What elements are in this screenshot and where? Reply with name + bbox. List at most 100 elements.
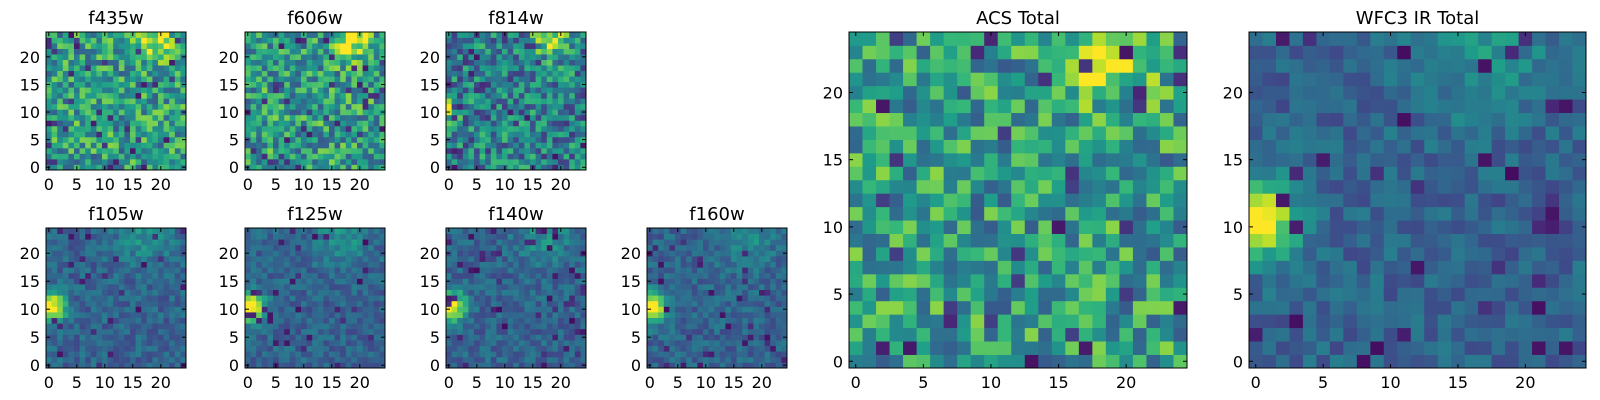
heatmap-cell bbox=[451, 306, 458, 313]
heatmap-cell bbox=[379, 284, 386, 290]
heatmap-cell bbox=[719, 267, 726, 274]
heatmap-cell bbox=[1173, 300, 1188, 315]
heatmap-cell bbox=[574, 65, 581, 72]
heatmap-cell bbox=[169, 244, 176, 251]
heatmap-cell bbox=[563, 256, 570, 262]
heatmap-cell bbox=[312, 92, 319, 99]
heatmap-cell bbox=[135, 306, 142, 313]
heatmap-cell bbox=[731, 323, 737, 330]
heatmap-cell bbox=[479, 48, 486, 55]
heatmap-cell bbox=[675, 323, 681, 330]
heatmap-cell bbox=[513, 65, 520, 72]
heatmap-cell bbox=[714, 239, 721, 246]
heatmap-cell bbox=[541, 317, 548, 324]
heatmap-cell bbox=[451, 103, 458, 110]
heatmap-cell bbox=[569, 37, 576, 44]
heatmap-cell bbox=[502, 59, 508, 66]
heatmap-cell bbox=[574, 43, 581, 49]
heatmap-cell bbox=[518, 267, 525, 274]
heatmap-cell bbox=[862, 247, 877, 261]
heatmap-cell bbox=[764, 306, 771, 313]
heatmap-cell bbox=[351, 228, 358, 234]
heatmap-cell bbox=[51, 228, 58, 234]
heatmap-cell bbox=[256, 114, 263, 121]
heatmap-cell bbox=[485, 103, 492, 110]
heatmap-cell bbox=[90, 59, 97, 66]
heatmap-cell bbox=[379, 158, 386, 165]
heatmap-cell bbox=[74, 267, 80, 274]
heatmap-cell bbox=[96, 312, 103, 318]
heatmap-cell bbox=[169, 312, 176, 318]
heatmap-cell bbox=[130, 233, 136, 240]
heatmap-cell bbox=[513, 261, 520, 268]
heatmap-cell bbox=[753, 295, 760, 302]
heatmap-cell bbox=[686, 272, 693, 279]
heatmap-cell bbox=[507, 261, 514, 268]
heatmap-cell bbox=[351, 267, 358, 274]
y-tick-label: 0 bbox=[229, 356, 239, 375]
heatmap-cell bbox=[535, 109, 542, 116]
heatmap-cell bbox=[90, 164, 97, 171]
heatmap-cell bbox=[468, 136, 475, 143]
heatmap-cell bbox=[563, 334, 570, 341]
heatmap-cell bbox=[351, 256, 358, 262]
heatmap-cell bbox=[174, 340, 181, 346]
heatmap-cell bbox=[502, 272, 508, 279]
heatmap-cell bbox=[781, 256, 788, 262]
heatmap-cell bbox=[130, 261, 136, 268]
heatmap-cell bbox=[74, 340, 80, 346]
heatmap-cell bbox=[513, 81, 520, 88]
heatmap-cell bbox=[569, 323, 576, 330]
heatmap-cell bbox=[317, 295, 324, 302]
heatmap-cell bbox=[362, 351, 369, 358]
heatmap-cell bbox=[462, 261, 469, 268]
heatmap-cell bbox=[340, 317, 347, 324]
heatmap-cell bbox=[130, 244, 136, 251]
heatmap-cell bbox=[152, 233, 159, 240]
heatmap-cell bbox=[62, 37, 69, 44]
heatmap-cell bbox=[997, 327, 1012, 342]
heatmap-cell bbox=[85, 323, 92, 330]
heatmap-cell bbox=[295, 239, 302, 246]
heatmap-cell bbox=[245, 114, 251, 121]
heatmap-cell bbox=[708, 295, 715, 302]
heatmap-cell bbox=[1024, 327, 1039, 342]
heatmap-cell bbox=[502, 284, 508, 290]
heatmap-cell bbox=[747, 278, 754, 285]
heatmap-cell bbox=[345, 43, 352, 49]
heatmap-cell bbox=[708, 334, 715, 341]
heatmap-cell bbox=[267, 340, 274, 346]
heatmap-cell bbox=[558, 244, 564, 251]
heatmap-cell bbox=[261, 289, 268, 296]
heatmap-cell bbox=[317, 356, 324, 363]
heatmap-cell bbox=[546, 272, 553, 279]
heatmap-cell bbox=[96, 70, 103, 77]
heatmap-cell bbox=[351, 147, 358, 154]
heatmap-cell bbox=[146, 70, 153, 77]
heatmap-cell bbox=[530, 256, 536, 262]
heatmap-cell bbox=[57, 114, 64, 121]
heatmap-cell bbox=[552, 362, 559, 369]
heatmap-cell bbox=[563, 59, 570, 66]
heatmap-cell bbox=[502, 334, 508, 341]
heatmap-cell bbox=[916, 273, 931, 288]
heatmap-cell bbox=[284, 244, 291, 251]
heatmap-cell bbox=[518, 65, 525, 72]
heatmap-cell bbox=[675, 233, 681, 240]
heatmap-cell bbox=[51, 250, 58, 257]
heatmap-cell bbox=[334, 81, 341, 88]
heatmap-cell bbox=[96, 48, 103, 55]
heatmap-cell bbox=[74, 59, 80, 66]
heatmap-cell bbox=[686, 289, 693, 296]
heatmap-cell bbox=[747, 362, 754, 369]
heatmap-cell bbox=[74, 136, 80, 143]
heatmap-cell bbox=[329, 59, 335, 66]
heatmap-cell bbox=[74, 103, 80, 110]
heatmap-cell bbox=[152, 289, 159, 296]
heatmap-cell bbox=[245, 356, 251, 363]
heatmap-cell bbox=[903, 354, 917, 369]
heatmap-cell bbox=[261, 153, 268, 160]
heatmap-cell bbox=[541, 103, 548, 110]
heatmap-cell bbox=[306, 300, 313, 307]
